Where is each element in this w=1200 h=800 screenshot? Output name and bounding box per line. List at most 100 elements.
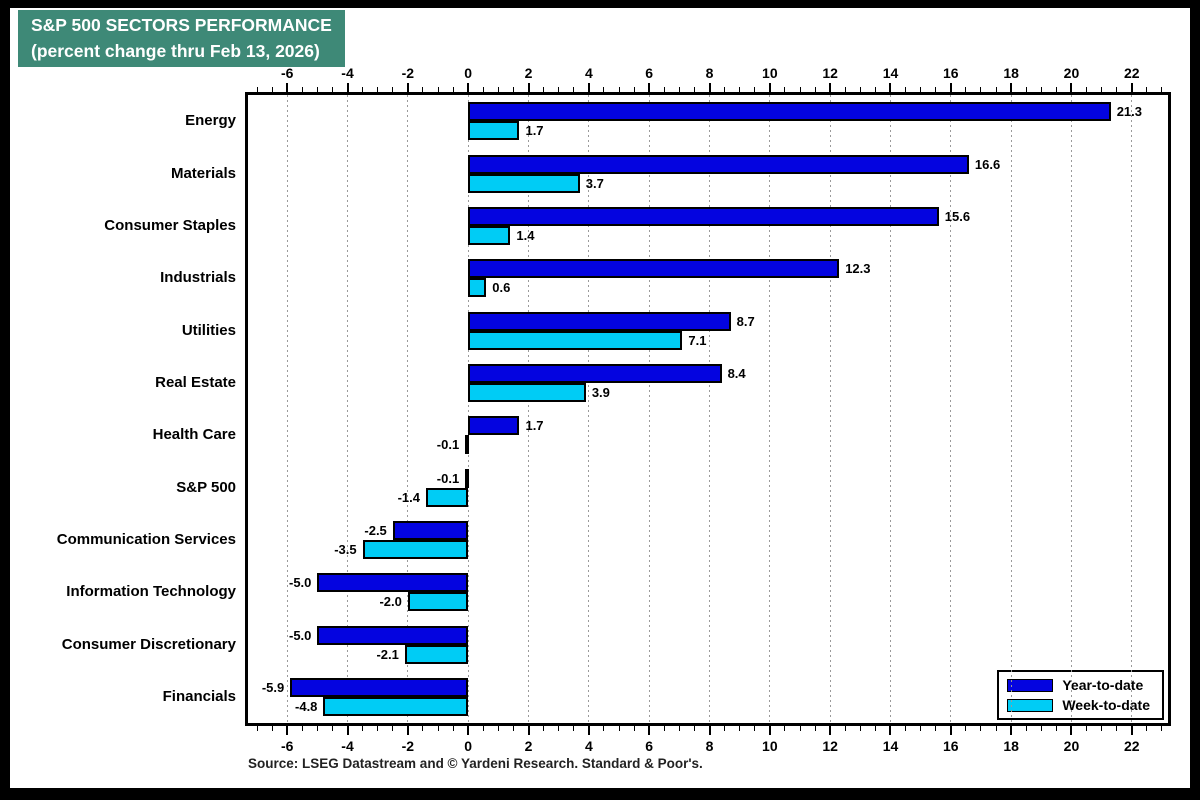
minor-tick-11 <box>799 87 801 92</box>
minor-tick-18.5 <box>1025 87 1027 92</box>
bar-week-to-date-information-technology <box>407 592 469 612</box>
major-tick-16 <box>949 726 952 735</box>
bar-year-to-date-health-care <box>468 416 520 436</box>
minor-tick-9.5 <box>754 726 756 731</box>
minor-tick--1.5 <box>422 87 424 92</box>
bar-value-label: 3.9 <box>591 384 610 400</box>
minor-tick-6.5 <box>663 87 665 92</box>
bar-value-label: -0.1 <box>436 437 460 453</box>
category-label-utilities: Utilities <box>181 321 236 339</box>
minor-tick-6.5 <box>663 726 665 731</box>
legend-label-wtd: Week-to-date <box>1062 697 1150 713</box>
minor-tick-7.5 <box>693 726 695 731</box>
x-tick-label--6: -6 <box>280 65 294 81</box>
chart-title-box: S&P 500 SECTORS PERFORMANCE (percent cha… <box>18 10 345 67</box>
x-tick-label--6: -6 <box>280 738 294 754</box>
category-label-s-p-500: S&P 500 <box>176 478 236 496</box>
category-label-financials: Financials <box>162 687 236 705</box>
minor-tick-19 <box>1040 87 1042 92</box>
x-tick-label--2: -2 <box>401 65 415 81</box>
gridline-12 <box>829 95 831 723</box>
bar-value-label: 8.7 <box>736 313 755 329</box>
bar-value-label: 7.1 <box>688 332 707 348</box>
major-tick-18 <box>1010 726 1013 735</box>
bar-value-label: -5.9 <box>261 679 285 695</box>
bar-value-label: 12.3 <box>845 261 871 277</box>
gridline--4 <box>347 95 349 723</box>
minor-tick--5 <box>316 87 318 92</box>
gridline-16 <box>950 95 952 723</box>
legend-swatch-ytd <box>1007 678 1054 692</box>
bar-value-label: 15.6 <box>944 208 971 224</box>
bar-week-to-date-communication-services <box>362 539 469 559</box>
minor-tick-19.5 <box>1055 726 1057 731</box>
gridline-20 <box>1070 95 1072 723</box>
gridline-2 <box>528 95 530 723</box>
bar-value-label: -2.5 <box>364 522 387 538</box>
minor-tick--3.5 <box>362 726 364 731</box>
minor-tick--1.5 <box>422 726 424 731</box>
minor-tick-1 <box>497 87 499 92</box>
minor-tick-17 <box>980 87 982 92</box>
minor-tick-23 <box>1161 726 1163 731</box>
bar-year-to-date-financials <box>290 677 469 697</box>
bar-value-label: 1.4 <box>516 227 535 243</box>
minor-tick-23 <box>1161 87 1163 92</box>
gridline--2 <box>407 95 409 723</box>
major-tick-10 <box>768 83 771 92</box>
minor-tick--6.5 <box>271 726 273 731</box>
major-tick-10 <box>768 726 771 735</box>
category-label-real-estate: Real Estate <box>155 373 236 391</box>
x-tick-label-14: 14 <box>882 65 899 81</box>
minor-tick-7 <box>678 726 680 731</box>
chart-title-line1: S&P 500 SECTORS PERFORMANCE <box>31 15 332 35</box>
x-tick-label-20: 20 <box>1063 738 1080 754</box>
x-tick-label-4: 4 <box>584 738 593 754</box>
minor-tick-14.5 <box>905 726 907 731</box>
major-tick-12 <box>829 83 832 92</box>
x-tick-label-0: 0 <box>464 65 473 81</box>
minor-tick-21.5 <box>1116 87 1118 92</box>
bar-year-to-date-materials <box>468 154 969 174</box>
x-tick-label-4: 4 <box>584 65 593 81</box>
minor-tick-10.5 <box>784 726 786 731</box>
legend-item-ytd: Year-to-date <box>1007 677 1150 693</box>
bar-value-label: -2.1 <box>376 646 399 662</box>
x-tick-label-12: 12 <box>822 65 838 81</box>
minor-tick-5 <box>618 726 620 731</box>
bar-year-to-date-industrials <box>468 259 840 279</box>
bar-year-to-date-consumer-staples <box>468 206 939 226</box>
category-label-health-care: Health Care <box>152 426 236 444</box>
minor-tick-3 <box>558 726 560 731</box>
minor-tick-1.5 <box>512 87 514 92</box>
minor-tick-15.5 <box>935 726 937 731</box>
major-tick-18 <box>1010 83 1013 92</box>
category-label-consumer-discretionary: Consumer Discretionary <box>61 635 236 653</box>
x-tick-label-10: 10 <box>762 738 778 754</box>
bar-week-to-date-health-care <box>465 435 470 455</box>
x-axis-ticks-bottom <box>248 726 1168 735</box>
bar-value-label: 16.6 <box>974 156 1001 172</box>
minor-tick-5.5 <box>633 726 635 731</box>
minor-tick-5.5 <box>633 87 635 92</box>
bar-value-label: 1.7 <box>525 418 544 434</box>
minor-tick-11 <box>799 726 801 731</box>
major-tick-20 <box>1070 726 1073 735</box>
gridline-14 <box>889 95 891 723</box>
major-tick-0 <box>467 83 470 92</box>
bar-year-to-date-communication-services <box>392 520 469 540</box>
x-axis-labels-bottom: -6 -4 -2 0 2 4 6 8 10 12 14 16 18 20 22 <box>248 738 1168 755</box>
minor-tick-17.5 <box>995 726 997 731</box>
bar-year-to-date-energy <box>468 102 1111 122</box>
minor-tick-20.5 <box>1086 87 1088 92</box>
x-tick-label-22: 22 <box>1124 738 1140 754</box>
bar-week-to-date-s-p-500 <box>425 487 469 507</box>
minor-tick-22.5 <box>1146 726 1148 731</box>
bar-week-to-date-consumer-staples <box>468 225 511 245</box>
minor-tick-2.5 <box>543 87 545 92</box>
minor-tick-7 <box>678 87 680 92</box>
major-tick--6 <box>286 83 289 92</box>
major-tick-6 <box>648 726 651 735</box>
major-tick-22 <box>1130 726 1133 735</box>
minor-tick-15.5 <box>935 87 937 92</box>
